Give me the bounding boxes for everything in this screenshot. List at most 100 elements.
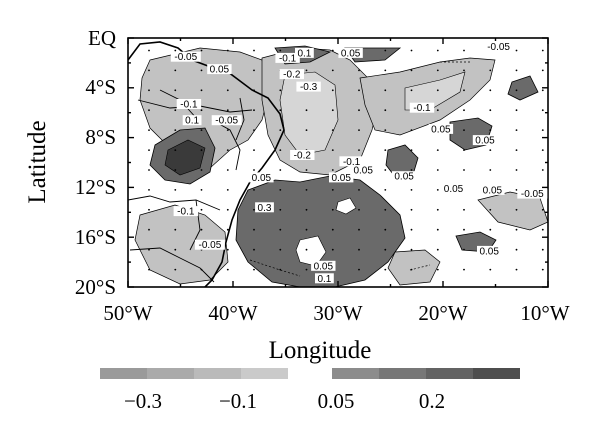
grid-dot (174, 228, 177, 231)
contour-label: -0.1 (180, 100, 198, 111)
grid-dot (489, 268, 492, 271)
grid-dot (200, 109, 203, 112)
grid-dot (515, 149, 518, 152)
grid-dot (410, 89, 413, 92)
grid-dot (226, 109, 229, 112)
contour-label-background (170, 51, 201, 62)
colorbar-positive-swatch (379, 368, 426, 379)
contour-label-background (428, 123, 454, 134)
grid-dot (384, 69, 387, 72)
contour-label-background (194, 239, 225, 250)
grid-dot (305, 268, 308, 271)
x-tick-label-10w: 10°W (520, 301, 569, 325)
grid-dot (200, 69, 203, 72)
grid-dot (148, 268, 150, 271)
contour-label-background (483, 41, 514, 52)
grid-dot (253, 129, 255, 132)
contour-label-background (480, 184, 505, 195)
grid-dot (384, 208, 387, 211)
y-axis-title: Latitude (24, 120, 51, 203)
grid-dot (515, 109, 518, 112)
grid-dot (226, 129, 229, 132)
contour-label-background (477, 245, 502, 256)
grid-dot (200, 169, 203, 171)
grid-dot (515, 228, 518, 231)
contour-label-background (391, 171, 417, 182)
contour-label: -0.1 (279, 53, 297, 64)
grid-dot (384, 89, 387, 92)
grid-dot (279, 228, 282, 231)
grid-dot (489, 169, 492, 171)
grid-dot (489, 69, 492, 72)
contour-label-background (295, 47, 314, 58)
grid-dot (436, 248, 439, 251)
y-axis: EQ 4°S 8°S 12°S 16°S 20°S Latitude (24, 26, 116, 299)
positive-inner-cores (164, 139, 206, 176)
contour-label-background (338, 47, 363, 58)
grid-dot (174, 109, 177, 112)
grid-dot (515, 49, 518, 52)
grid-dot (463, 49, 465, 52)
grid-dot (148, 189, 150, 191)
negative-inner-rings (279, 71, 466, 156)
grid-dot (279, 208, 282, 211)
grid-dot (541, 248, 544, 251)
grid-dot (331, 208, 334, 211)
grid-dot (174, 189, 177, 191)
grid-dot (463, 129, 465, 132)
y-tick-label-20s: 20°S (75, 275, 116, 299)
grid-dot (489, 89, 492, 92)
contour-label: -0.1 (177, 207, 195, 218)
y-tick-label-4s: 4°S (85, 75, 116, 99)
contour-label-background (255, 202, 274, 213)
colorbar-positive (332, 368, 520, 379)
contour-label: 0.1 (297, 48, 311, 59)
grid-dot (331, 149, 334, 152)
grid-dot (279, 248, 282, 251)
grid-dot (384, 228, 387, 231)
contour-label: 0.3 (258, 203, 272, 214)
grid-dot (279, 189, 282, 191)
contour-label: -0.2 (283, 70, 301, 81)
contour-label-background (249, 172, 274, 183)
grid-dot (226, 208, 229, 211)
grid-dot (515, 208, 518, 211)
grid-dot (331, 109, 334, 112)
grid-dot (279, 89, 282, 92)
grid-dot (358, 69, 360, 72)
positive-holes (295, 197, 357, 267)
grid-dot (515, 248, 518, 251)
grid-dot (253, 169, 255, 171)
contour-label: -0.1 (413, 103, 431, 114)
grid-dot (174, 89, 177, 92)
grid-dot (436, 208, 439, 211)
colorbar-negative-swatch (194, 368, 241, 379)
x-tick-label-50w: 50°W (103, 301, 152, 325)
grid-dot (200, 228, 203, 231)
region-northeast-negative-core (404, 71, 466, 111)
contour-label: 0.05 (444, 184, 464, 195)
grid-dot (489, 208, 492, 211)
coastline (128, 41, 285, 287)
colorbar-tick-neg-0.3: −0.3 (124, 389, 162, 413)
contour-label-background (173, 206, 198, 217)
contour-label: 0.05 (353, 166, 373, 177)
contour-label: -0.05 (487, 42, 510, 53)
contour-label-background (211, 115, 242, 126)
hole-1 (335, 197, 357, 215)
grid-dot (279, 129, 282, 132)
y-tick-label-16s: 16°S (75, 225, 116, 249)
grid-dot (200, 189, 203, 191)
grid-dot (174, 248, 177, 251)
grid-dot (174, 169, 177, 171)
contour-label-background (409, 102, 435, 113)
grid-dot (174, 49, 177, 52)
grid-dot (200, 268, 203, 271)
grid-dot (358, 89, 360, 92)
grid-dot (305, 69, 308, 72)
grid-dot (200, 149, 203, 152)
grid-dot (358, 248, 360, 251)
grid-dot (515, 189, 518, 191)
grid-dot (463, 268, 465, 271)
x-tick-label-40w: 40°W (208, 301, 257, 325)
